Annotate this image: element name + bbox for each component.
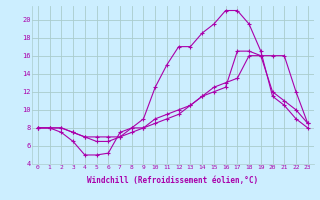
- X-axis label: Windchill (Refroidissement éolien,°C): Windchill (Refroidissement éolien,°C): [87, 176, 258, 185]
